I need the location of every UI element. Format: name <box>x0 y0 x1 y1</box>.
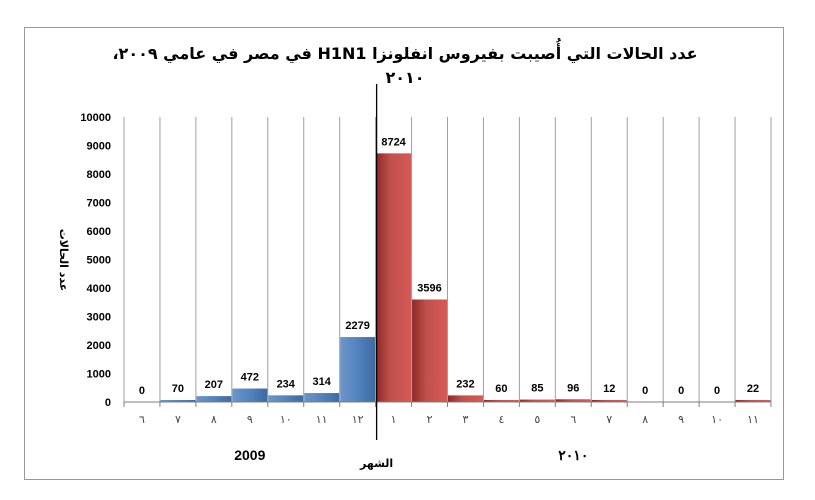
data-label: 3596 <box>417 283 441 295</box>
data-label: 207 <box>205 379 223 391</box>
y-axis-title: عدد الحالات <box>57 229 70 292</box>
data-label: 0 <box>642 385 648 397</box>
x-tick-label: ٨ <box>211 413 217 426</box>
x-axis-ticks: ٦ ٧ ٨ ٩ ١٠ ١١ ١٢ ١ ٢ ٣ ٤ ٥ ٦ ٧ ٨ ٩ ١٠ ١١ <box>139 413 759 426</box>
x-tick-label: ١ <box>391 413 397 426</box>
x-tick-label: ١١ <box>316 413 328 426</box>
data-label: 70 <box>172 383 184 395</box>
y-tick-label: 3000 <box>87 312 111 324</box>
data-labels: 0 70 207 472 234 314 2279 8724 3596 232 60 85 96 12 0 0… <box>139 136 759 397</box>
data-label: 232 <box>456 378 474 390</box>
data-label: 96 <box>567 382 579 394</box>
bar <box>591 400 627 402</box>
x-tick-label: ٤ <box>498 413 504 426</box>
data-label: 12 <box>603 383 615 395</box>
x-tick-label: ٧ <box>606 413 612 426</box>
x-tick-label: ٧ <box>175 413 181 426</box>
data-label: 85 <box>531 383 543 395</box>
bar <box>340 337 376 402</box>
y-tick-label: 1000 <box>87 369 111 381</box>
y-tick-label: 4000 <box>87 283 111 295</box>
bar <box>448 395 483 402</box>
y-axis-ticks: 0 1000 2000 3000 4000 5000 6000 7000 8000 9000 100… <box>80 112 111 409</box>
gridlines <box>123 117 772 407</box>
bar <box>412 299 447 402</box>
x-axis-title: الشهر <box>359 457 393 470</box>
chart-title: عدد الحالات التي أُصيبت بفيروس انفلونزا … <box>112 44 698 87</box>
x-tick-label: ٢ <box>427 413 433 426</box>
x-tick-label: ٦ <box>139 413 145 426</box>
x-tick-label: ١٢ <box>352 413 364 426</box>
data-label: 60 <box>495 383 507 395</box>
y-tick-label: 2000 <box>87 340 111 352</box>
data-label: 314 <box>313 376 332 388</box>
x-tick-label: ٥ <box>534 413 540 426</box>
bar <box>519 399 555 402</box>
y-tick-label: 8000 <box>87 169 111 181</box>
bar <box>304 393 340 402</box>
bar <box>555 399 591 402</box>
data-label: 22 <box>747 383 759 395</box>
x-tick-label: ٦ <box>570 413 576 426</box>
y-tick-label: 6000 <box>87 226 111 238</box>
x-tick-label: ١٠ <box>711 413 723 426</box>
y-tick-label: 9000 <box>87 141 111 153</box>
data-label: 2279 <box>345 320 369 332</box>
x-tick-label: ١١ <box>747 413 759 426</box>
bar <box>160 400 196 402</box>
x-tick-label: ١٠ <box>280 413 292 426</box>
bar <box>735 400 771 402</box>
y-tick-label: 5000 <box>87 255 111 267</box>
year-label-2010: ٢٠١٠ <box>558 447 588 463</box>
bar <box>376 153 412 402</box>
data-label: 8724 <box>381 136 406 148</box>
y-tick-label: 0 <box>105 397 111 409</box>
data-label: 472 <box>241 372 259 384</box>
bar <box>268 395 304 402</box>
bar <box>483 400 519 402</box>
bar <box>232 388 268 402</box>
data-label: 0 <box>139 385 145 397</box>
y-tick-label: 7000 <box>87 198 111 210</box>
year-label-2009: 2009 <box>234 447 265 463</box>
bar <box>196 396 232 402</box>
y-tick-label: 10000 <box>80 112 111 124</box>
x-tick-label: ٣ <box>463 413 469 426</box>
x-tick-label: ٩ <box>247 413 253 426</box>
x-tick-label: ٩ <box>678 413 684 426</box>
x-tick-label: ٨ <box>642 413 648 426</box>
data-label: 0 <box>678 385 684 397</box>
bars <box>160 153 771 402</box>
data-label: 234 <box>277 378 296 390</box>
data-label: 0 <box>714 385 720 397</box>
